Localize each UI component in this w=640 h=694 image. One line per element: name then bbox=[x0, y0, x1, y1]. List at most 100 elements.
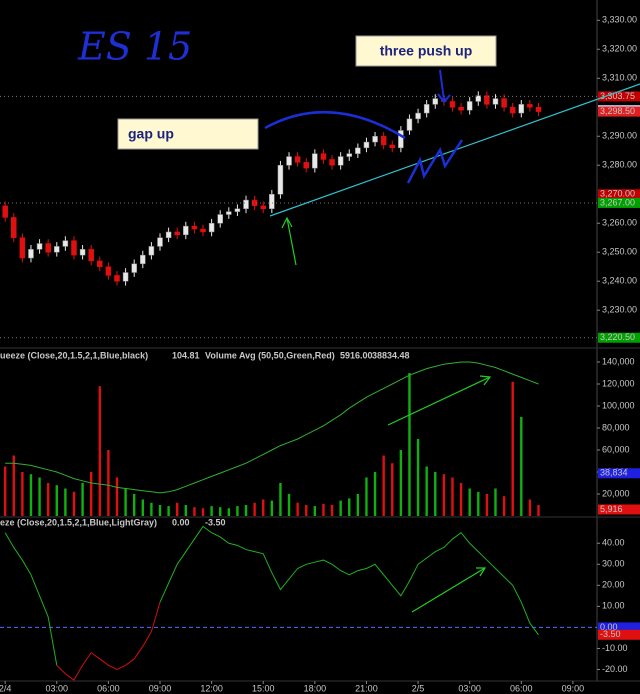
value-box-label: 0.00 bbox=[600, 622, 618, 632]
candle-body bbox=[19, 237, 26, 259]
volume-bar bbox=[64, 488, 67, 516]
volume-bar bbox=[296, 502, 299, 516]
y-tick-label: 3,230.00 bbox=[602, 305, 637, 315]
volume-bar bbox=[511, 381, 514, 516]
value-box-label: 3,267.00 bbox=[600, 197, 635, 207]
indicator-header: -3.50 bbox=[205, 517, 226, 527]
candle-body bbox=[140, 254, 146, 265]
volume-bar bbox=[287, 494, 291, 516]
marks: 3,230.00 3,240.00 3,250.00 3,260.00 3,280.00… bbox=[0, 15, 640, 693]
volume-bar bbox=[150, 502, 153, 516]
green-arrow bbox=[281, 216, 297, 266]
volume-average-line bbox=[5, 361, 539, 494]
candle-body bbox=[484, 95, 490, 105]
volume-bar bbox=[12, 455, 15, 516]
y-tick-label: 10.00 bbox=[602, 601, 625, 611]
volume-bar bbox=[485, 494, 489, 516]
volume-bar bbox=[210, 506, 213, 516]
candle-body bbox=[88, 249, 94, 262]
value-box bbox=[598, 332, 640, 343]
volume-bar bbox=[537, 505, 540, 516]
annotation: three push up bbox=[380, 43, 473, 59]
annotation: gap up bbox=[128, 126, 174, 142]
indicator-header: 5916.00 bbox=[340, 350, 373, 360]
volume-bar bbox=[244, 505, 248, 516]
candle-body bbox=[2, 205, 8, 218]
candle-body bbox=[466, 101, 473, 111]
y-tick-label: -20.00 bbox=[602, 664, 628, 674]
volume-bar bbox=[124, 488, 127, 516]
volume-bar bbox=[21, 472, 24, 516]
x-tick-label: 06:00 bbox=[97, 683, 120, 693]
y-tick-label: 80,000 bbox=[602, 422, 630, 432]
volume-bar bbox=[46, 483, 50, 516]
candle-body bbox=[277, 165, 284, 195]
candle-body bbox=[234, 208, 241, 212]
oscillator-line bbox=[159, 525, 539, 636]
indicator-header: eze (Close,20,1.5,2,1,Blue,LightGray) bbox=[0, 517, 157, 527]
volume-bar bbox=[72, 491, 76, 516]
volume-bar bbox=[322, 503, 325, 516]
value-box bbox=[598, 91, 640, 102]
oscillator-line bbox=[56, 602, 161, 681]
volume-bar bbox=[98, 386, 101, 516]
value-box-label: 38,834 bbox=[600, 468, 628, 478]
volume-bar bbox=[382, 455, 385, 516]
candle-body bbox=[11, 217, 17, 238]
volume-bar bbox=[115, 477, 119, 516]
candle-body bbox=[28, 249, 34, 259]
volume-bar bbox=[107, 450, 110, 516]
indicator-header: Volume Avg (50,50,Green,Red) bbox=[205, 350, 335, 360]
candle-body bbox=[363, 141, 370, 149]
green-arrow bbox=[411, 567, 487, 613]
candle-body bbox=[286, 156, 292, 166]
volume-bar bbox=[158, 505, 162, 516]
candle-body bbox=[269, 193, 275, 209]
volume-bar bbox=[442, 474, 446, 516]
volume-bar bbox=[305, 505, 308, 516]
volume-bar bbox=[132, 494, 136, 516]
candle-body bbox=[157, 237, 163, 247]
value-box bbox=[598, 189, 640, 200]
volume-bar bbox=[141, 499, 144, 516]
volume-bar bbox=[176, 502, 179, 516]
volume-bar bbox=[520, 417, 523, 516]
annotation-box bbox=[117, 118, 259, 150]
y-tick-label: 100,000 bbox=[602, 400, 635, 410]
indicator-header: 104.81 bbox=[172, 350, 200, 360]
candle-body bbox=[303, 162, 309, 169]
candle-body bbox=[346, 153, 352, 157]
volume-bar bbox=[184, 505, 188, 516]
candle-body bbox=[217, 214, 223, 224]
candle-body bbox=[79, 249, 86, 256]
candle-body bbox=[191, 225, 198, 230]
volume-bar bbox=[270, 500, 274, 516]
candle-body bbox=[320, 153, 327, 160]
x-tick-label: 21:00 bbox=[355, 683, 378, 693]
y-tick-label: -10.00 bbox=[602, 643, 628, 653]
volume-bar bbox=[89, 472, 93, 516]
scribble-drawing bbox=[406, 139, 464, 184]
y-tick-label: 3,330.00 bbox=[602, 15, 637, 25]
volume-bar bbox=[425, 466, 428, 516]
arrow-drawing bbox=[437, 69, 451, 104]
candle-body bbox=[372, 136, 378, 143]
volume-bar bbox=[365, 477, 368, 516]
candle-body bbox=[165, 231, 172, 238]
candle-body bbox=[509, 107, 516, 114]
volume-bar bbox=[434, 472, 437, 516]
volume-bar bbox=[502, 496, 506, 516]
candle-body bbox=[62, 240, 69, 247]
candle-body bbox=[131, 263, 137, 273]
volume-bar bbox=[81, 483, 84, 516]
volume-bar bbox=[262, 499, 265, 516]
y-tick-label: 60,000 bbox=[602, 444, 630, 454]
value-box bbox=[598, 504, 640, 515]
candle-body bbox=[174, 231, 180, 236]
x-tick-label: 15:00 bbox=[252, 683, 275, 693]
candle-body bbox=[36, 243, 43, 250]
volume-bar bbox=[339, 500, 342, 516]
volume-bar bbox=[408, 373, 411, 516]
value-box-label: 3,303.75 bbox=[600, 91, 635, 101]
